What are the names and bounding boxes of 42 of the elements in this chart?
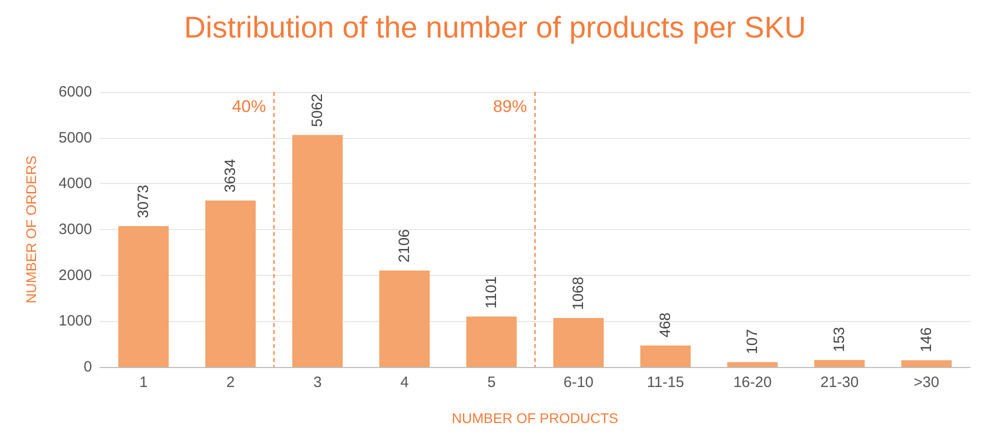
data-label: 2106 [396,229,413,262]
bar [205,200,256,367]
chart-title: Distribution of the number of products per SKU [184,12,806,44]
data-label: 3073 [135,184,152,218]
bar [292,134,343,367]
data-label: 107 [744,329,761,354]
x-tick-label: 16-20 [733,374,772,391]
annotation: 40% [232,97,266,116]
y-tick-label: 3000 [58,221,92,238]
x-tick-label: >30 [914,374,940,391]
annotation: 89% [492,97,527,116]
x-tick-label: 11-15 [646,374,684,391]
data-label: 468 [657,312,674,338]
x-tick-label: 2 [226,374,235,391]
y-tick-label: 2000 [58,266,92,284]
bar [640,346,691,367]
x-tick-label: 5 [487,374,496,391]
bar [814,360,865,367]
bar [553,318,604,367]
y-tick-label: 5000 [58,129,92,146]
bar [466,316,517,367]
y-tick-label: 6000 [58,84,92,100]
bar [727,362,778,367]
x-tick-label: 21-30 [820,374,859,391]
data-label: 1101 [483,276,500,309]
data-label: 3634 [222,159,239,192]
y-tick-label: 1000 [58,312,92,330]
bar [901,360,952,367]
bar [118,226,169,367]
y-tick-label: 4000 [58,175,92,192]
x-tick-label: 3 [313,374,322,391]
bar [379,270,430,367]
x-tick-label: 6-10 [563,374,594,391]
y-tick-label: 0 [84,358,92,376]
data-label: 146 [918,327,935,352]
data-label: 5062 [309,94,326,127]
x-tick-label: 4 [400,374,409,391]
data-label: 153 [831,326,848,352]
x-axis-title: NUMBER OF PRODUCTS [452,410,618,426]
y-axis-title: NUMBER OF ORDERS [23,156,39,304]
x-tick-label: 1 [139,374,148,391]
data-label: 1068 [570,276,587,310]
